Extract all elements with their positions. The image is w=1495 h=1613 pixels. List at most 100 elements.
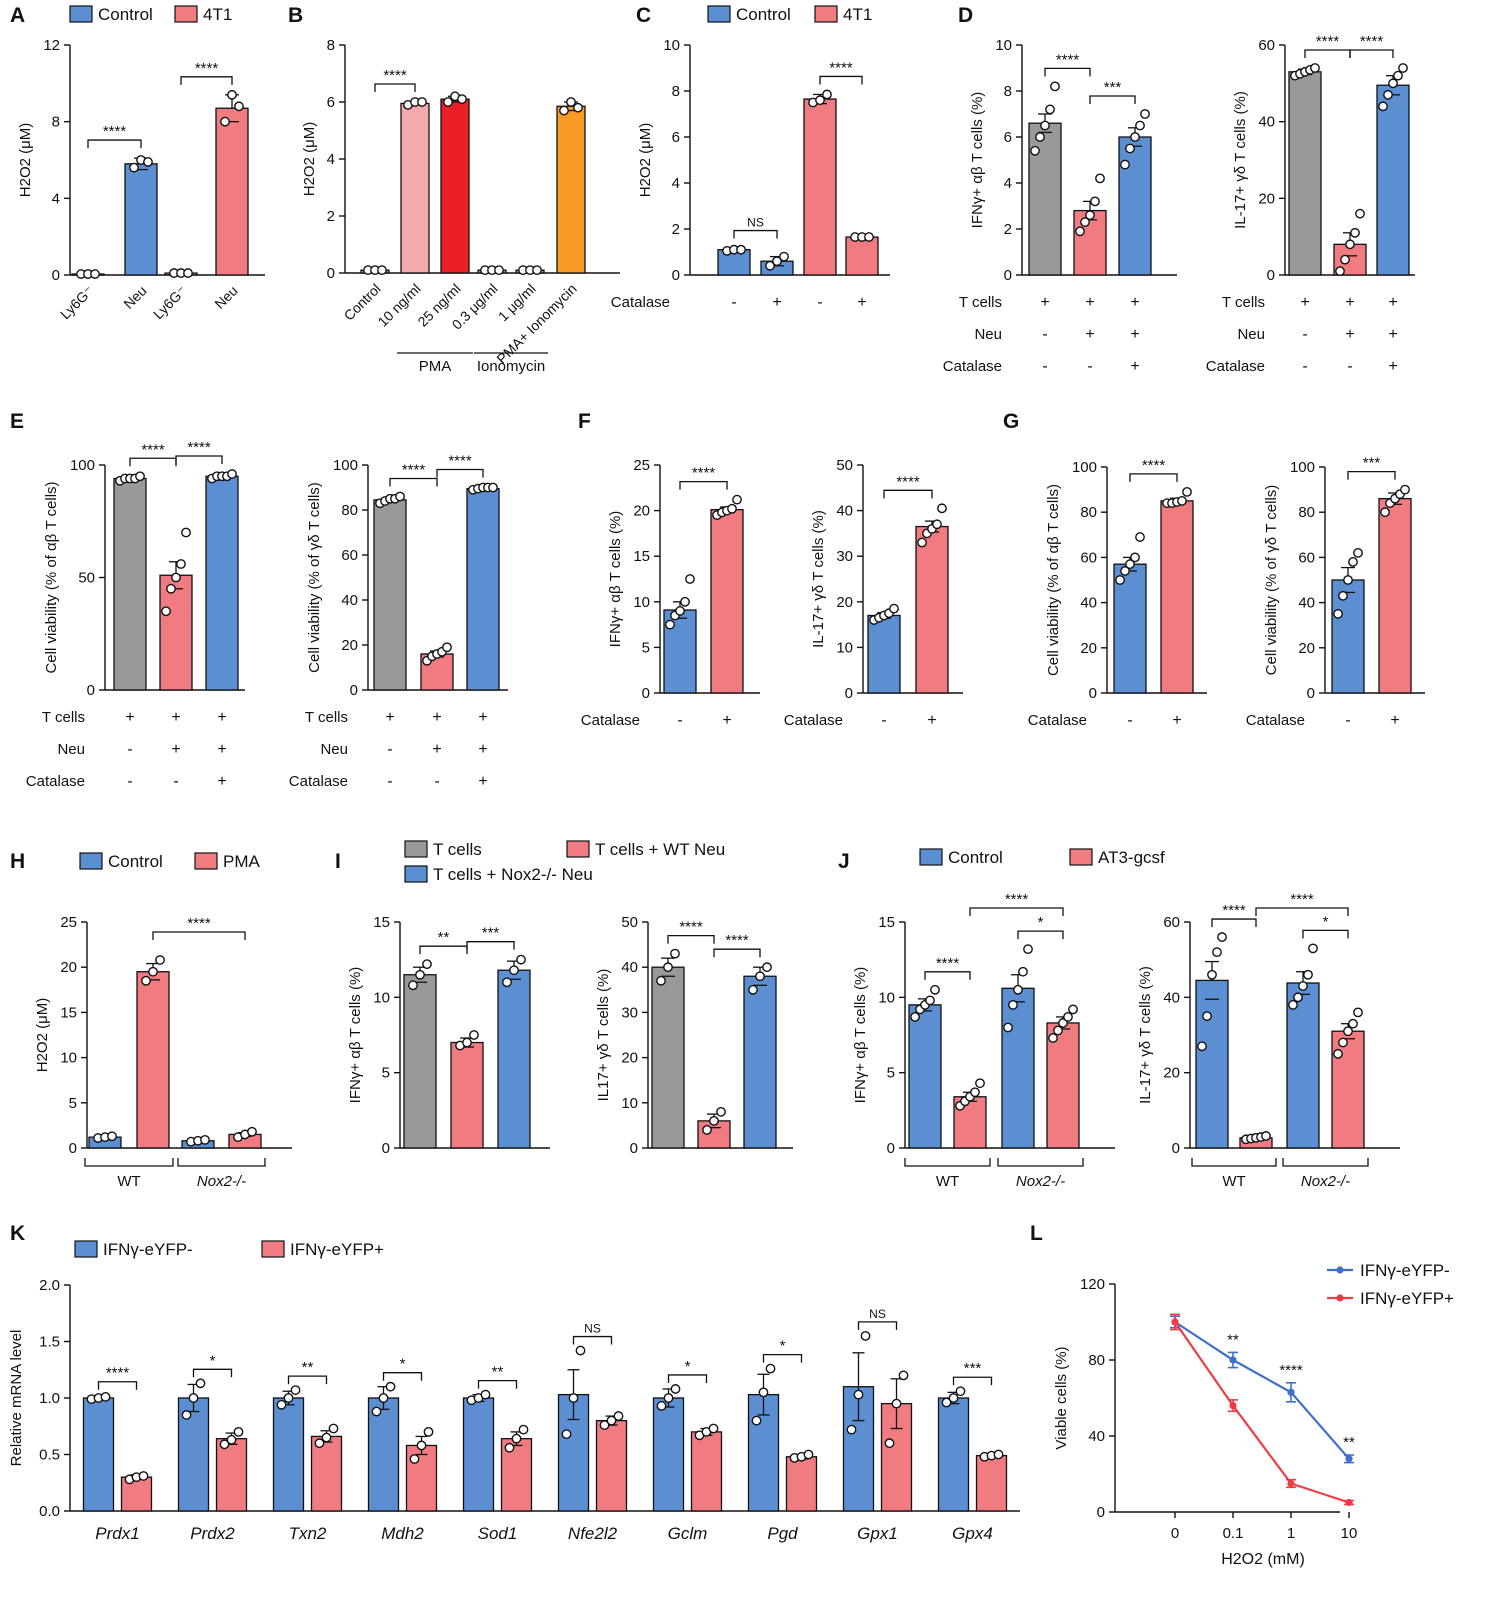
K-data-point: [290, 1385, 301, 1395]
C-sig-label: NS: [747, 216, 764, 230]
B-y-tick-label: 2: [327, 208, 335, 225]
J1-bar: [1046, 1022, 1080, 1149]
G2-y-tick-label: 0: [1307, 685, 1315, 702]
J1-legend-swatch: [1069, 848, 1093, 866]
K-sig-bracket: [857, 1321, 898, 1330]
F1-data-point: [685, 574, 695, 584]
K-legend-label: IFNγ-eYFP+: [290, 1240, 384, 1259]
D2-sig-bracket: [1349, 49, 1394, 58]
B-bar: [556, 105, 586, 274]
L-data-point: [1345, 1455, 1353, 1463]
E1-condition-label: Neu: [57, 741, 85, 758]
I2-y-tick-label: 20: [621, 1050, 638, 1067]
I1-data-point: [509, 965, 519, 976]
G2-y-tick-label: 100: [1290, 459, 1315, 476]
K-sig-bracket: [192, 1368, 233, 1378]
I2-y-tick-label: 10: [621, 1095, 638, 1112]
D2-data-point: [1355, 208, 1365, 219]
F1-y-tick-label: 25: [633, 457, 650, 474]
K-legend-label: IFNγ-eYFP-: [103, 1240, 193, 1259]
F2-condition-mark: +: [927, 712, 936, 729]
E2-condition-mark: -: [387, 773, 392, 790]
K-bar: [310, 1435, 343, 1512]
I2-sig-bracket: [713, 948, 761, 958]
H-y-axis-label: H2O2 (μM): [34, 998, 51, 1072]
K-bar: [690, 1431, 723, 1512]
K-data-point: [568, 1393, 579, 1403]
A-y-axis-label: H2O2 (μM): [17, 123, 34, 197]
J1-bar: [908, 1004, 942, 1149]
D2-data-point: [1383, 89, 1393, 100]
K-data-point: [181, 1410, 192, 1420]
G2-data-point: [1338, 590, 1348, 601]
B-data-point: [559, 105, 569, 116]
D2-condition-mark: +: [1388, 358, 1397, 375]
D1-data-point: [1085, 210, 1095, 221]
B-data-point: [573, 102, 583, 113]
E2-data-point: [442, 642, 452, 653]
D1-data-point: [1125, 143, 1135, 154]
A-panel-label: A: [10, 4, 25, 27]
B-bar: [400, 102, 430, 274]
E2-data-point: [488, 482, 498, 493]
I2-bar: [651, 966, 685, 1149]
A-data-point: [183, 268, 193, 278]
A-legend-label: Control: [98, 5, 153, 24]
E2-data-point: [395, 491, 405, 502]
G1-data-point: [1120, 566, 1130, 576]
G2-y-tick-label: 80: [1298, 504, 1315, 521]
K-data-point: [138, 1471, 149, 1481]
D1-condition-mark: +: [1040, 294, 1049, 311]
K-sig-label: ****: [106, 1365, 130, 1382]
I1-y-tick-label: 0: [382, 1140, 390, 1157]
D2-data-point: [1310, 63, 1320, 73]
K-data-point: [219, 1439, 230, 1450]
E2-condition-mark: +: [432, 741, 441, 758]
I2-data-point: [656, 975, 666, 986]
I2-data-point: [716, 1106, 726, 1117]
E2-bar: [466, 487, 500, 691]
B-y-tick-label: 8: [327, 37, 335, 54]
I1-legend-swatch: [404, 865, 428, 883]
K-data-point: [941, 1397, 952, 1408]
B-panel-label: B: [288, 4, 303, 27]
E1-y-tick-label: 0: [87, 682, 95, 699]
B-data-point: [566, 97, 576, 107]
D1-bar: [1028, 122, 1062, 276]
J1-legend-swatch: [919, 848, 943, 866]
E1-data-point: [227, 469, 237, 479]
D1-data-point: [1045, 104, 1055, 115]
J2-data-point: [1298, 981, 1308, 991]
J2-data-point: [1207, 969, 1217, 980]
J1-group-bracket: [997, 1158, 1084, 1167]
K-y-tick-label: 1.5: [39, 1334, 60, 1351]
J1-y-tick-label: 15: [878, 914, 895, 931]
E1-sig-label: ****: [141, 441, 165, 458]
J1-data-point: [1018, 966, 1028, 977]
J1-legend-label: Control: [948, 848, 1003, 867]
G2-sig-label: ***: [1363, 455, 1381, 472]
K-data-point: [276, 1399, 287, 1410]
D2-data-point: [1398, 63, 1408, 73]
D1-condition-mark: +: [1085, 294, 1094, 311]
F1-condition-label: Catalase: [581, 712, 640, 729]
B-data-point: [443, 97, 453, 107]
A-sig-label: ****: [195, 60, 219, 77]
L-data-point: [1229, 1356, 1237, 1364]
K-sig-bracket: [477, 1379, 518, 1389]
F1-sig-bracket: [679, 481, 728, 490]
D2-data-point: [1350, 227, 1360, 238]
D1-data-point: [1035, 132, 1045, 142]
J1-data-point: [975, 1078, 985, 1089]
D1-data-point: [1135, 120, 1145, 131]
A-y-tick-label: 8: [52, 114, 60, 131]
C-y-tick-label: 2: [672, 221, 680, 238]
H-data-point: [155, 955, 165, 965]
C-data-point: [772, 256, 782, 267]
D1-data-point: [1120, 159, 1130, 170]
J2-data-point: [1288, 999, 1298, 1010]
L-legend-label: IFNγ-eYFP+: [1360, 1289, 1454, 1308]
K-data-point: [328, 1423, 339, 1434]
B-group-label: Ionomycin: [477, 358, 545, 375]
D2-condition-mark: -: [1347, 358, 1352, 375]
